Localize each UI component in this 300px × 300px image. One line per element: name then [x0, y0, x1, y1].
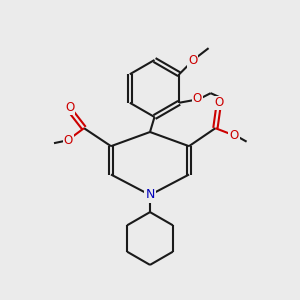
Text: O: O [193, 92, 202, 105]
Text: N: N [145, 188, 155, 202]
Text: O: O [65, 101, 74, 114]
Text: O: O [188, 54, 197, 67]
Text: O: O [230, 129, 238, 142]
Text: O: O [64, 134, 73, 147]
Text: O: O [214, 97, 224, 110]
